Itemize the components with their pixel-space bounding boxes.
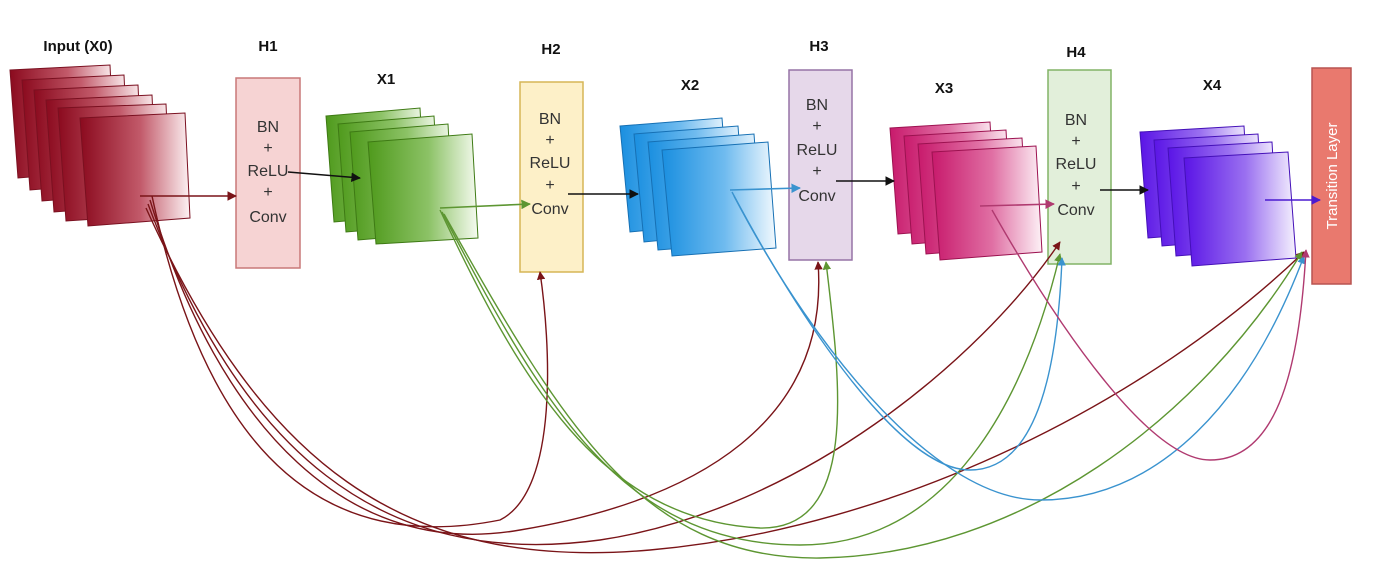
h2-text-conv: Conv xyxy=(531,201,568,218)
skip-connections-from-input xyxy=(145,195,1305,554)
h1-text-relu: ReLU xyxy=(248,163,289,180)
h4-text-plus-1: + xyxy=(1071,133,1080,150)
h1-text-plus-2: + xyxy=(263,184,272,201)
x2-feature-maps xyxy=(619,117,777,257)
h3-layer-box xyxy=(788,69,853,261)
label-input-x0: Input (X0) xyxy=(43,38,112,55)
label-h2: H2 xyxy=(541,41,560,58)
h1-layer-box xyxy=(235,77,301,269)
h2-text-bn: BN xyxy=(539,111,561,128)
h3-text-relu: ReLU xyxy=(797,142,838,159)
h2-text-plus-1: + xyxy=(545,132,554,149)
arrow-x1-to-h2 xyxy=(439,199,531,210)
skip-connections-from-x3 xyxy=(991,209,1310,461)
x4-feature-maps xyxy=(1139,125,1297,267)
skip-connections-from-x1 xyxy=(439,209,1303,559)
arrow-x2-to-h3 xyxy=(729,183,801,194)
h4-text-plus-2: + xyxy=(1071,178,1080,195)
arrow-h1-to-x1 xyxy=(287,171,361,183)
h4-layer-text: BN + ReLU + Conv xyxy=(1056,112,1097,219)
x1-feature-maps xyxy=(325,107,479,245)
h1-text-bn: BN xyxy=(257,119,279,136)
label-h3: H3 xyxy=(809,38,828,55)
transition-layer-box xyxy=(1311,67,1352,285)
label-x4: X4 xyxy=(1203,77,1222,94)
h4-layer-box xyxy=(1047,69,1112,265)
label-x1: X1 xyxy=(377,71,395,88)
h3-text-plus-1: + xyxy=(812,118,821,135)
input-feature-maps xyxy=(9,64,191,227)
h1-text-plus-1: + xyxy=(263,140,272,157)
h3-layer-text: BN + ReLU + Conv xyxy=(797,97,838,205)
main-flow-arrows xyxy=(140,171,1321,210)
x3-feature-maps xyxy=(889,121,1043,261)
h4-text-conv: Conv xyxy=(1057,202,1094,219)
h2-text-plus-2: + xyxy=(545,177,554,194)
h4-text-relu: ReLU xyxy=(1056,156,1097,173)
h2-layer-text: BN + ReLU + Conv xyxy=(530,111,571,218)
h4-text-bn: BN xyxy=(1065,112,1087,129)
h1-layer-text: BN + ReLU + Conv xyxy=(248,119,289,226)
arrow-x3-to-h4 xyxy=(979,199,1055,210)
h3-text-bn: BN xyxy=(806,97,828,114)
label-h4: H4 xyxy=(1066,44,1086,61)
h1-text-conv: Conv xyxy=(249,209,286,226)
skip-connections-from-x2 xyxy=(731,191,1306,501)
h3-text-conv: Conv xyxy=(798,188,835,205)
h3-text-plus-2: + xyxy=(812,163,821,180)
h2-layer-box xyxy=(519,81,584,273)
skip-connections xyxy=(145,191,1310,559)
label-x3: X3 xyxy=(935,80,953,97)
transition-layer-label: Transition Layer xyxy=(1324,123,1341,230)
label-x2: X2 xyxy=(681,77,699,94)
h2-text-relu: ReLU xyxy=(530,155,571,172)
label-h1: H1 xyxy=(258,38,277,55)
